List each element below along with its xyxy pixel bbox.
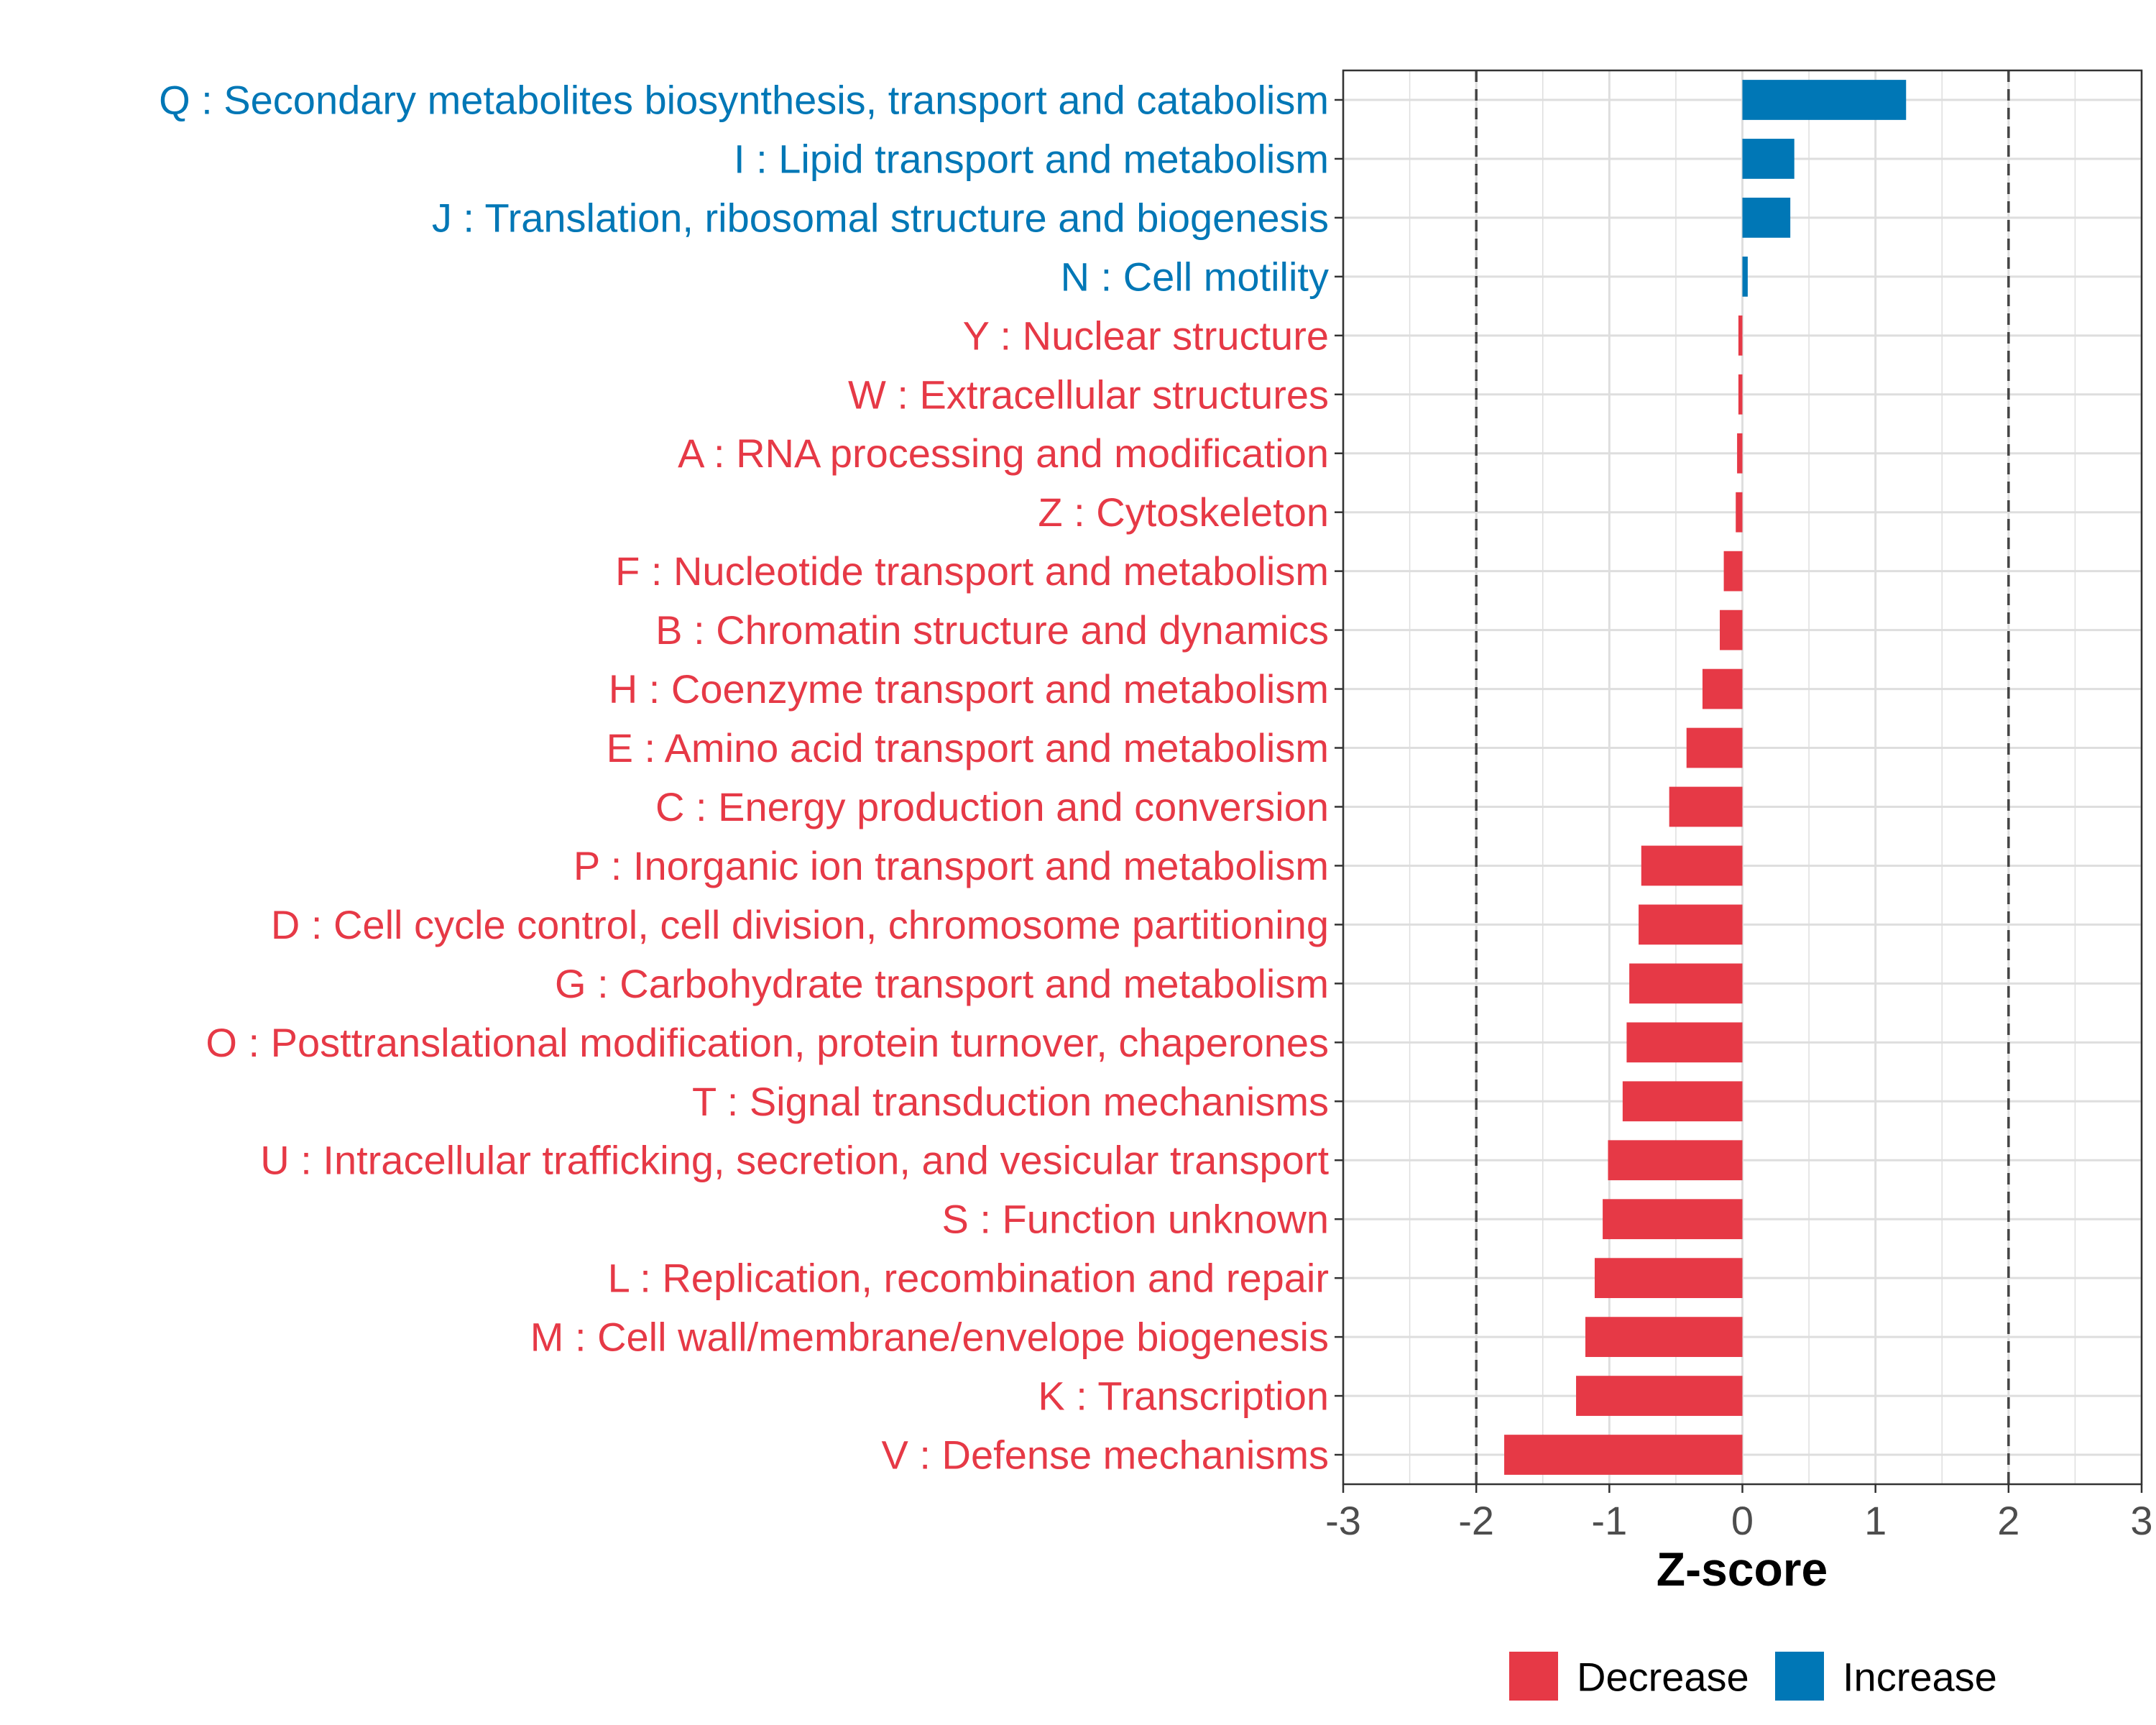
x-tick-label: -2: [1458, 1498, 1494, 1543]
category-label: U : Intracellular trafficking, secretion…: [260, 1138, 1329, 1183]
x-tick-label: 2: [1997, 1498, 2019, 1543]
category-label: L : Replication, recombination and repai…: [608, 1256, 1329, 1301]
x-tick-label: 3: [2130, 1498, 2152, 1543]
category-label: T : Signal transduction mechanisms: [692, 1079, 1329, 1124]
legend: Decrease Increase: [1509, 1652, 1997, 1701]
category-label: C : Energy production and conversion: [655, 784, 1329, 829]
x-tick-label: 1: [1864, 1498, 1886, 1543]
category-label: N : Cell motility: [1061, 254, 1329, 299]
category-label: V : Defense mechanisms: [882, 1432, 1329, 1478]
bar: [1742, 139, 1795, 179]
category-label: D : Cell cycle control, cell division, c…: [271, 902, 1329, 947]
category-label: F : Nucleotide transport and metabolism: [615, 548, 1329, 594]
bar: [1738, 374, 1743, 415]
category-label: W : Extracellular structures: [848, 372, 1329, 417]
bar: [1622, 1081, 1743, 1122]
category-label: K : Transcription: [1038, 1374, 1329, 1419]
category-label: M : Cell wall/membrane/envelope biogenes…: [530, 1315, 1329, 1360]
bars: [1504, 80, 1907, 1475]
bar: [1742, 80, 1907, 120]
bar: [1686, 727, 1743, 768]
bar: [1594, 1258, 1743, 1299]
category-label: O : Posttranslational modification, prot…: [206, 1020, 1329, 1065]
x-tick-label: 0: [1731, 1498, 1754, 1543]
x-tick-label: -3: [1325, 1498, 1361, 1543]
bar: [1641, 845, 1743, 886]
bar: [1576, 1376, 1743, 1416]
bar: [1742, 198, 1791, 238]
bar: [1723, 551, 1743, 592]
category-label: B : Chromatin structure and dynamics: [655, 607, 1329, 653]
x-axis-title: Z-score: [1657, 1542, 1828, 1596]
y-axis-ticks: Q : Secondary metabolites biosynthesis, …: [159, 77, 1343, 1478]
x-axis-ticks: -3 -2 -1 0 1 2 3: [1325, 1484, 2153, 1543]
bar: [1720, 610, 1743, 650]
bar: [1738, 315, 1743, 356]
category-label: H : Coenzyme transport and metabolism: [609, 666, 1329, 712]
bar: [1626, 1022, 1743, 1063]
legend-label-increase: Increase: [1843, 1655, 1997, 1700]
bar: [1504, 1435, 1743, 1475]
x-tick-label: -1: [1591, 1498, 1627, 1543]
category-label: J : Translation, ribosomal structure and…: [432, 195, 1329, 240]
category-label: A : RNA processing and modification: [678, 431, 1329, 476]
bar: [1585, 1317, 1743, 1357]
category-label: E : Amino acid transport and metabolism: [607, 725, 1329, 770]
bar: [1629, 963, 1743, 1004]
bar: [1742, 256, 1748, 297]
bar: [1603, 1199, 1743, 1240]
legend-label-decrease: Decrease: [1577, 1655, 1749, 1700]
category-label: P : Inorganic ion transport and metaboli…: [573, 843, 1329, 888]
bar: [1737, 433, 1743, 474]
category-label: Y : Nuclear structure: [963, 313, 1329, 358]
legend-swatch-increase: [1775, 1652, 1824, 1701]
category-label: Q : Secondary metabolites biosynthesis, …: [159, 77, 1329, 122]
bar: [1639, 904, 1743, 945]
bar: [1702, 668, 1743, 709]
category-label: I : Lipid transport and metabolism: [734, 136, 1329, 181]
legend-swatch-decrease: [1509, 1652, 1558, 1701]
bar: [1669, 786, 1743, 827]
bar: [1608, 1140, 1743, 1181]
category-label: G : Carbohydrate transport and metabolis…: [555, 961, 1329, 1006]
category-label: S : Function unknown: [941, 1197, 1329, 1242]
threshold-lines: [1475, 70, 2010, 1484]
bar: [1736, 492, 1743, 533]
category-label: Z : Cytoskeleton: [1038, 489, 1329, 535]
